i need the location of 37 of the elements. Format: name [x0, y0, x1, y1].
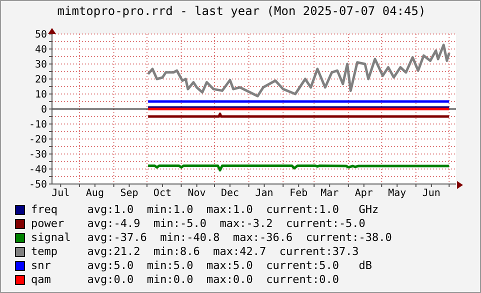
- chart-title: mimtopro-pro.rrd - last year (Mon 2025-07-07 04:45): [56, 4, 427, 18]
- x-tick-label: Apr: [354, 188, 373, 200]
- y-tick-label: -10: [28, 120, 47, 131]
- legend-label: power: [31, 217, 66, 231]
- legend-label: temp: [31, 245, 58, 259]
- y-tick-label: 20: [34, 74, 47, 86]
- x-tick-label: May: [388, 188, 406, 200]
- x-tick-label: Jan: [255, 188, 274, 200]
- x-tick-label: Sep: [120, 188, 138, 200]
- legend-label: signal: [31, 231, 72, 245]
- text: avg:0.0 min:0.0 max:0.0 current:0.0: [87, 273, 339, 287]
- x-tick-label: Aug: [86, 188, 104, 200]
- x-tick-label: Oct: [153, 188, 172, 200]
- x-tick-label: Jul: [52, 188, 70, 200]
- y-tick-label: 40: [34, 44, 47, 56]
- x-tick-label: Jun: [422, 188, 440, 200]
- y-tick-label: 50: [34, 30, 47, 41]
- legend-label: qam: [31, 273, 52, 287]
- line-series: [146, 44, 450, 98]
- x-tick-label: Nov: [188, 188, 206, 200]
- y-tick-label: -30: [28, 150, 47, 161]
- y-tick-label: -50: [28, 180, 47, 191]
- text: avg:21.2 min:8.6 max:42.7 current:37.3: [87, 245, 359, 259]
- y-tick-label: -20: [28, 134, 47, 146]
- legend-label: freq: [31, 203, 58, 217]
- text: avg:1.0 min:1.0 max:1.0 current:1.0 GHz: [87, 203, 379, 217]
- x-tick-label: Feb: [290, 188, 308, 200]
- y-tick-label: -40: [28, 164, 47, 176]
- y-tick-label: 0: [40, 104, 47, 116]
- y-tick-label: 30: [34, 60, 47, 71]
- text: avg:-4.9 min:-5.0 max:-3.2 current:-5.0: [87, 217, 366, 231]
- y-tick-label: 10: [34, 90, 47, 101]
- x-tick-label: Dec: [220, 188, 240, 200]
- legend-label: snr: [31, 259, 52, 273]
- text: avg:5.0 min:5.0 max:5.0 current:5.0 dB: [87, 259, 372, 273]
- text: avg:-37.6 min:-40.8 max:-36.6 current:-38.0: [87, 231, 392, 245]
- x-tick-label: Mar: [320, 188, 339, 200]
